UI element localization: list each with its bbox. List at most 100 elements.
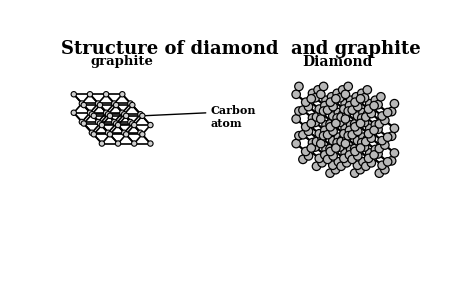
Circle shape bbox=[352, 142, 360, 150]
Circle shape bbox=[318, 158, 326, 167]
Text: Carbon
atom: Carbon atom bbox=[210, 105, 256, 129]
Circle shape bbox=[387, 157, 396, 165]
Circle shape bbox=[119, 110, 125, 115]
Circle shape bbox=[97, 121, 102, 126]
Circle shape bbox=[358, 89, 366, 97]
Circle shape bbox=[128, 119, 133, 125]
Circle shape bbox=[359, 158, 367, 166]
Circle shape bbox=[301, 123, 310, 131]
Circle shape bbox=[326, 144, 334, 153]
Circle shape bbox=[336, 118, 344, 127]
Circle shape bbox=[361, 137, 370, 146]
Circle shape bbox=[148, 122, 153, 128]
Circle shape bbox=[363, 157, 371, 165]
Circle shape bbox=[299, 106, 307, 114]
Circle shape bbox=[311, 143, 320, 151]
Circle shape bbox=[331, 141, 340, 149]
Circle shape bbox=[364, 154, 373, 163]
Circle shape bbox=[351, 120, 359, 128]
Circle shape bbox=[321, 151, 329, 159]
Circle shape bbox=[326, 123, 335, 131]
Circle shape bbox=[346, 145, 355, 154]
Circle shape bbox=[332, 119, 340, 128]
Circle shape bbox=[363, 135, 372, 143]
Circle shape bbox=[374, 125, 382, 134]
Circle shape bbox=[356, 119, 365, 128]
Circle shape bbox=[122, 130, 127, 135]
Circle shape bbox=[360, 143, 369, 151]
Circle shape bbox=[307, 119, 315, 128]
Circle shape bbox=[323, 106, 332, 114]
Circle shape bbox=[89, 130, 94, 135]
Circle shape bbox=[376, 142, 385, 150]
Circle shape bbox=[344, 131, 352, 140]
Circle shape bbox=[356, 95, 365, 103]
Circle shape bbox=[128, 101, 133, 106]
Circle shape bbox=[71, 110, 77, 115]
Circle shape bbox=[351, 147, 359, 156]
Circle shape bbox=[370, 126, 378, 135]
Circle shape bbox=[341, 99, 349, 108]
Circle shape bbox=[319, 131, 328, 140]
Circle shape bbox=[340, 105, 348, 113]
Circle shape bbox=[295, 131, 303, 140]
Circle shape bbox=[341, 149, 349, 157]
Circle shape bbox=[307, 95, 315, 103]
Circle shape bbox=[381, 141, 389, 149]
Circle shape bbox=[103, 91, 109, 97]
Circle shape bbox=[349, 150, 358, 158]
Circle shape bbox=[326, 98, 335, 106]
Circle shape bbox=[361, 162, 370, 170]
Circle shape bbox=[356, 166, 364, 174]
Circle shape bbox=[138, 130, 143, 135]
Circle shape bbox=[356, 116, 364, 125]
Circle shape bbox=[99, 122, 105, 128]
Circle shape bbox=[79, 101, 85, 106]
Circle shape bbox=[329, 127, 337, 135]
Circle shape bbox=[355, 122, 363, 130]
Circle shape bbox=[307, 144, 315, 152]
Circle shape bbox=[351, 144, 359, 153]
Circle shape bbox=[107, 113, 113, 119]
Circle shape bbox=[348, 106, 356, 114]
Circle shape bbox=[329, 152, 337, 160]
Circle shape bbox=[353, 137, 362, 145]
Circle shape bbox=[317, 115, 325, 123]
Circle shape bbox=[331, 166, 340, 174]
Circle shape bbox=[87, 110, 93, 115]
Circle shape bbox=[390, 149, 399, 157]
Circle shape bbox=[325, 100, 333, 109]
Circle shape bbox=[327, 117, 336, 126]
Circle shape bbox=[295, 82, 303, 91]
Circle shape bbox=[315, 154, 323, 163]
Circle shape bbox=[378, 112, 386, 120]
Circle shape bbox=[138, 112, 143, 117]
Circle shape bbox=[304, 102, 313, 111]
Circle shape bbox=[312, 137, 321, 146]
Circle shape bbox=[113, 121, 119, 126]
Circle shape bbox=[329, 112, 337, 120]
Circle shape bbox=[345, 126, 354, 135]
Circle shape bbox=[376, 93, 385, 101]
Circle shape bbox=[370, 151, 378, 159]
Circle shape bbox=[323, 155, 332, 164]
Circle shape bbox=[304, 127, 313, 135]
Circle shape bbox=[329, 161, 337, 170]
Circle shape bbox=[81, 102, 86, 108]
Circle shape bbox=[358, 139, 366, 147]
Circle shape bbox=[344, 153, 352, 162]
Circle shape bbox=[363, 110, 372, 119]
Circle shape bbox=[334, 133, 343, 141]
Circle shape bbox=[99, 141, 105, 146]
Circle shape bbox=[364, 105, 373, 113]
Circle shape bbox=[338, 135, 347, 143]
Circle shape bbox=[111, 119, 117, 125]
Circle shape bbox=[319, 104, 328, 112]
Circle shape bbox=[338, 86, 347, 94]
Circle shape bbox=[140, 132, 145, 137]
Text: Diamond: Diamond bbox=[302, 55, 372, 69]
Circle shape bbox=[370, 101, 378, 110]
Circle shape bbox=[97, 102, 102, 108]
Circle shape bbox=[360, 93, 369, 102]
Circle shape bbox=[334, 158, 343, 166]
